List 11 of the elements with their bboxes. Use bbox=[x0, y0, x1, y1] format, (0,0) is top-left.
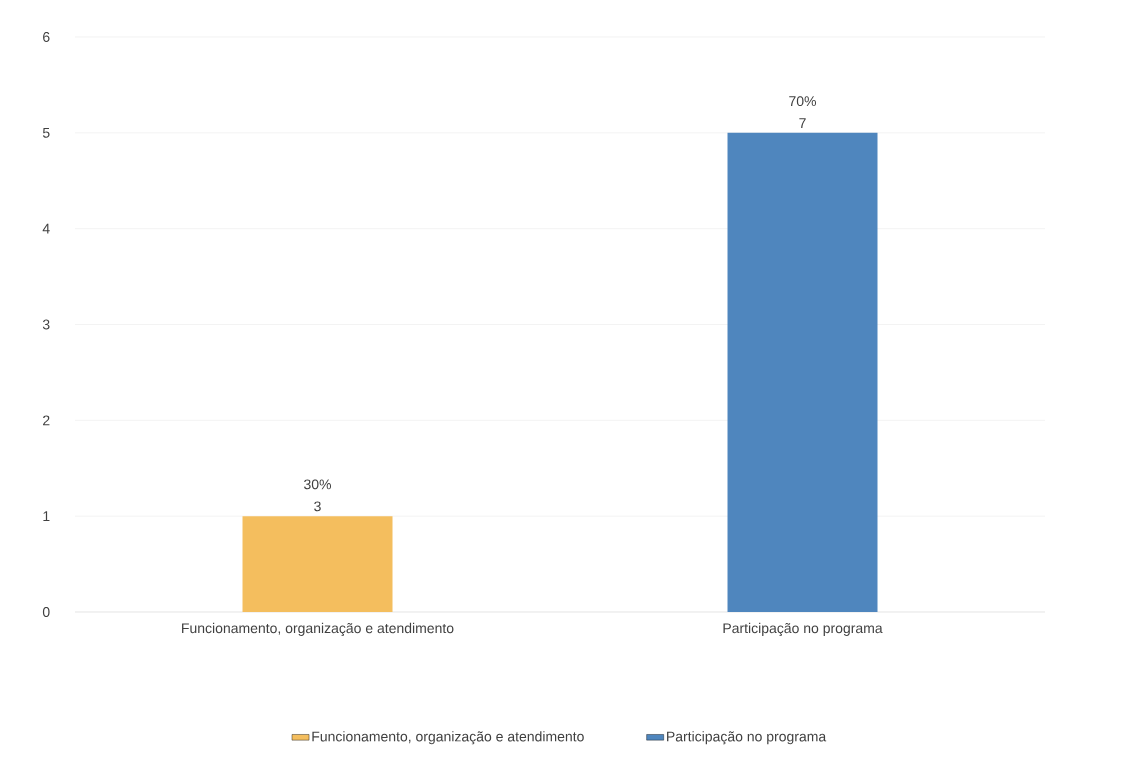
legend-label: Funcionamento, organização e atendimento bbox=[312, 731, 584, 745]
legend-label: Participação no programa bbox=[667, 731, 827, 745]
y-tick-label: 0 bbox=[42, 607, 50, 617]
y-tick-label: 3 bbox=[42, 319, 50, 330]
y-tick-label: 2 bbox=[43, 415, 50, 426]
y-tick-label: 6 bbox=[43, 32, 50, 42]
y-tick-label: 1 bbox=[43, 511, 50, 521]
y-tick-label: 5 bbox=[42, 127, 50, 138]
annotation: 70% 7 bbox=[789, 96, 817, 128]
annotation: 30% 3 bbox=[304, 479, 332, 512]
y-tick-label: 4 bbox=[42, 223, 50, 234]
